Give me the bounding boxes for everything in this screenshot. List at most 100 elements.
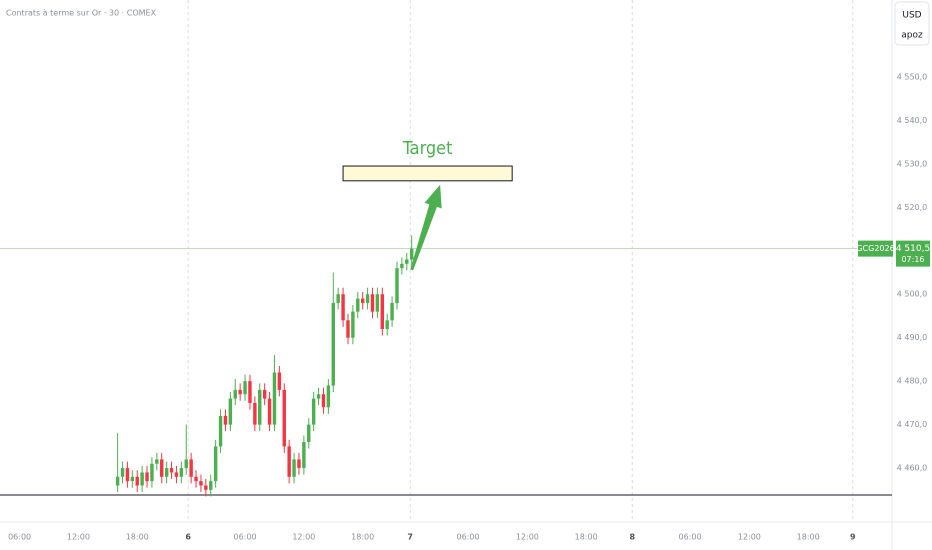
candle-body [351,311,355,338]
candle-body [204,485,208,490]
candle-body [194,476,198,482]
candle-body [233,389,237,399]
candle-body [267,398,272,425]
y-tick-label: 4 500,0 [897,290,928,299]
candle-body [277,372,282,390]
target-label: Target [402,138,453,159]
candle-body [209,481,213,490]
candle-body [199,481,203,486]
candle-body [243,381,247,395]
x-tick-label: 18:00 [126,533,149,542]
x-tick-label: 7 [407,533,413,542]
x-tick-label: 18:00 [351,533,374,542]
y-tick-label: 4 480,0 [897,377,928,386]
candle-body [135,476,139,486]
candle-body [120,468,125,477]
candle-body [282,389,286,447]
x-tick-label: 6 [185,533,191,542]
last-price-label: 4 510,5 [896,244,930,254]
y-tick-label: 4 520,0 [897,203,928,212]
candle-body [360,298,365,303]
candle-body [405,259,409,264]
candle-body [331,302,335,386]
candle-body [370,294,375,312]
currency[interactable]: USD [902,11,921,21]
candle-body [409,248,414,260]
candle-body [179,468,184,477]
y-tick-label: 4 530,0 [897,159,928,168]
candle-body [262,389,267,399]
candle-body [213,446,218,482]
candle-body [297,459,301,469]
x-tick-label: 06:00 [8,533,31,542]
countdown: 07:16 [901,255,924,264]
candle-body [125,468,130,482]
y-tick-label: 4 550,0 [897,72,928,81]
scale-mode[interactable]: apoz [901,31,923,41]
candle-body [253,402,257,425]
symbol-badge [858,240,893,257]
x-tick-label: 8 [629,533,635,542]
candle-body [311,398,316,425]
candle-body [302,442,306,469]
candle-body [164,468,169,477]
chart-title: Contrats à terme sur Or · 30 · COMEX [6,9,157,18]
candle-body [160,459,164,477]
candle-body [390,302,394,321]
candle-body [341,294,345,321]
candle-body [346,320,350,338]
candle-body [326,385,331,408]
candle-body [287,446,291,477]
symbol-label: GCG2026 [856,244,894,253]
candle-body [115,476,120,486]
x-tick-label: 12:00 [516,533,539,542]
candle-body [272,372,277,425]
x-tick-label: 18:00 [575,533,598,542]
y-tick-label: 4 460,0 [897,464,928,473]
price-badge [896,240,930,267]
candle-body [316,394,321,399]
candle-body [150,463,154,482]
target-zone [342,165,513,182]
candle-body [375,294,380,312]
candle-body [395,268,399,303]
y-tick-label: 4 470,0 [897,420,928,429]
candle-body [223,415,228,425]
scale-box[interactable] [894,1,930,46]
candle-body [174,472,179,477]
candle-body [218,415,223,447]
candle-body [140,472,144,486]
candle-body [336,294,340,303]
y-tick-label: 4 540,0 [897,116,928,125]
candle-body [356,298,360,312]
x-tick-label: 06:00 [679,533,702,542]
y-tick-label: 4 490,0 [897,333,928,342]
x-tick-label: 12:00 [292,533,315,542]
candle-body [189,459,193,477]
candle-body [258,389,262,425]
candle-body [130,476,135,482]
candle-body [169,468,174,473]
candle-body [292,459,296,477]
x-tick-label: 06:00 [234,533,257,542]
x-tick-label: 12:00 [738,533,761,542]
candle-body [400,263,404,269]
candle-body [238,389,242,395]
arrow [410,184,442,271]
candle-body [365,294,370,303]
x-tick-label: 18:00 [797,533,820,542]
candle-body [321,394,326,408]
x-tick-label: 12:00 [67,533,90,542]
x-tick-label: 9 [850,533,856,542]
candle-body [184,459,188,469]
candle-body [248,381,252,403]
candle-body [228,398,233,425]
candle-body [307,424,311,443]
candle-body [155,459,159,464]
candle-body [380,294,385,330]
x-tick-label: 06:00 [457,533,480,542]
candle-body [385,320,389,330]
candle-body [145,472,149,482]
